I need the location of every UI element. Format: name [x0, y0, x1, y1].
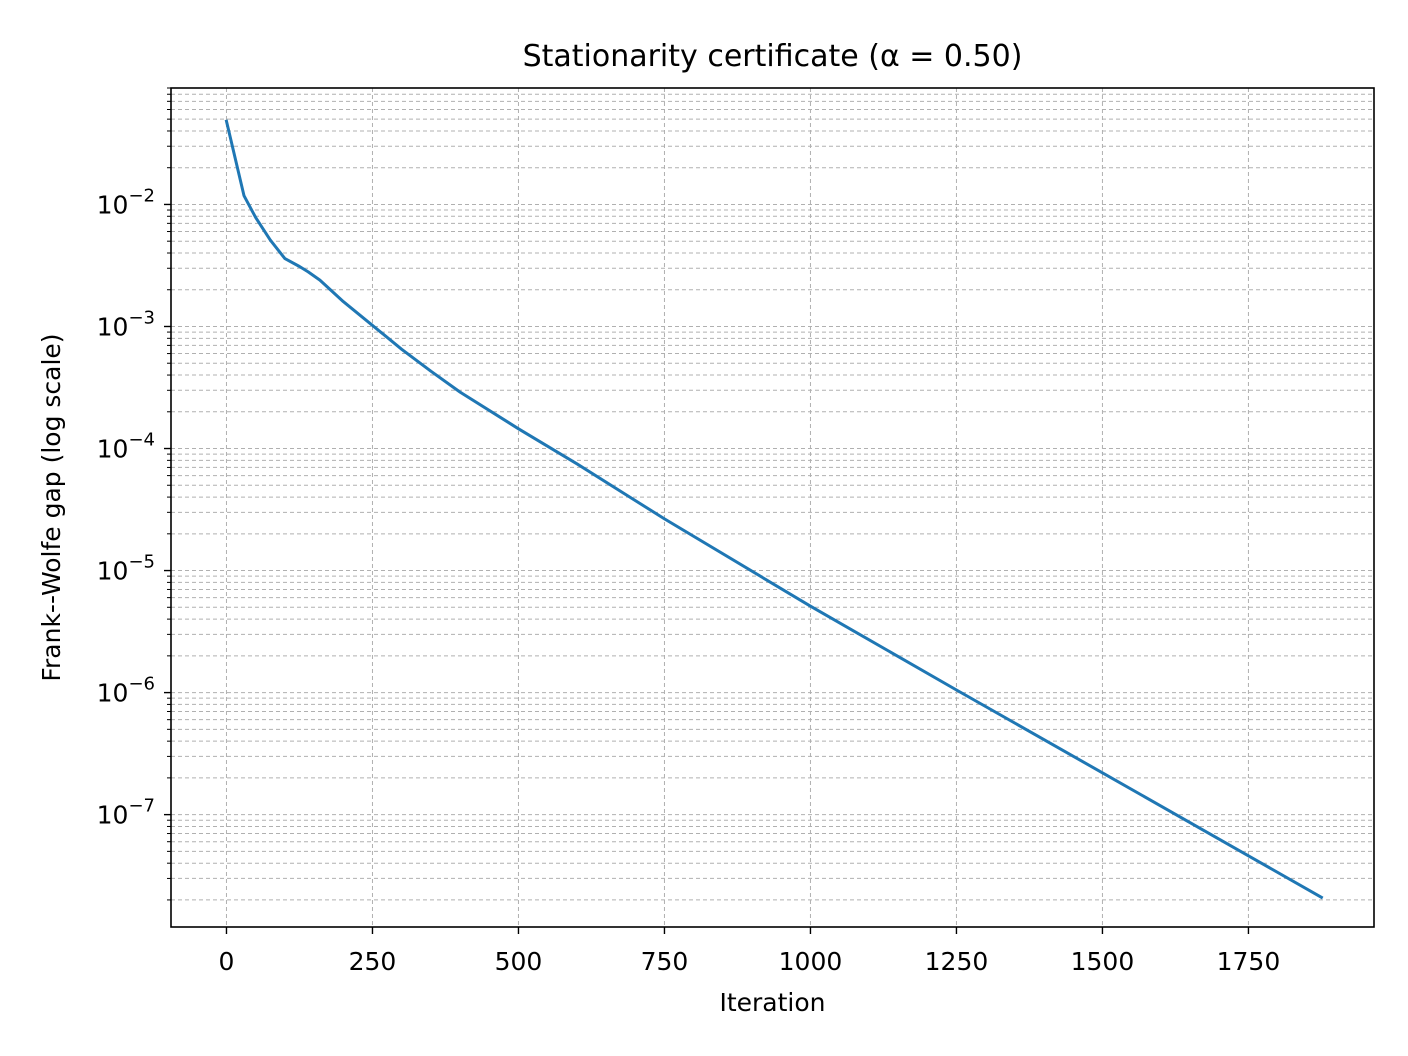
x-tick-label: 1500: [1071, 947, 1135, 976]
grid: [171, 87, 1374, 927]
x-tick-label: 0: [219, 947, 235, 976]
ticks: 0 250 500 750 1000 1250 1500 1750 10−7 10−6 10−5 10…: [97, 87, 1281, 976]
chart-title: Stationarity certificate (α = 0.50): [523, 39, 1023, 74]
y-tick-label: 10−3: [97, 307, 155, 341]
y-tick-label: 10−7: [97, 796, 155, 830]
plot-frame: [170, 87, 1375, 928]
y-axis-label: Frank--Wolfe gap (log scale): [37, 333, 66, 681]
y-tick-label: 10−5: [97, 552, 155, 586]
y-tick-label: 10−4: [97, 430, 155, 464]
x-tick-label: 250: [349, 947, 397, 976]
x-tick-label: 500: [495, 947, 543, 976]
series-layer: [224, 119, 1324, 900]
series-line: [224, 119, 1324, 900]
y-tick-label: 10−6: [97, 674, 155, 708]
x-tick-label: 750: [641, 947, 689, 976]
x-tick-label: 1000: [779, 947, 843, 976]
x-axis-label: Iteration: [719, 988, 825, 1017]
x-tick-label: 1250: [925, 947, 989, 976]
x-tick-label: 1750: [1217, 947, 1281, 976]
y-tick-label: 10−2: [97, 185, 155, 219]
